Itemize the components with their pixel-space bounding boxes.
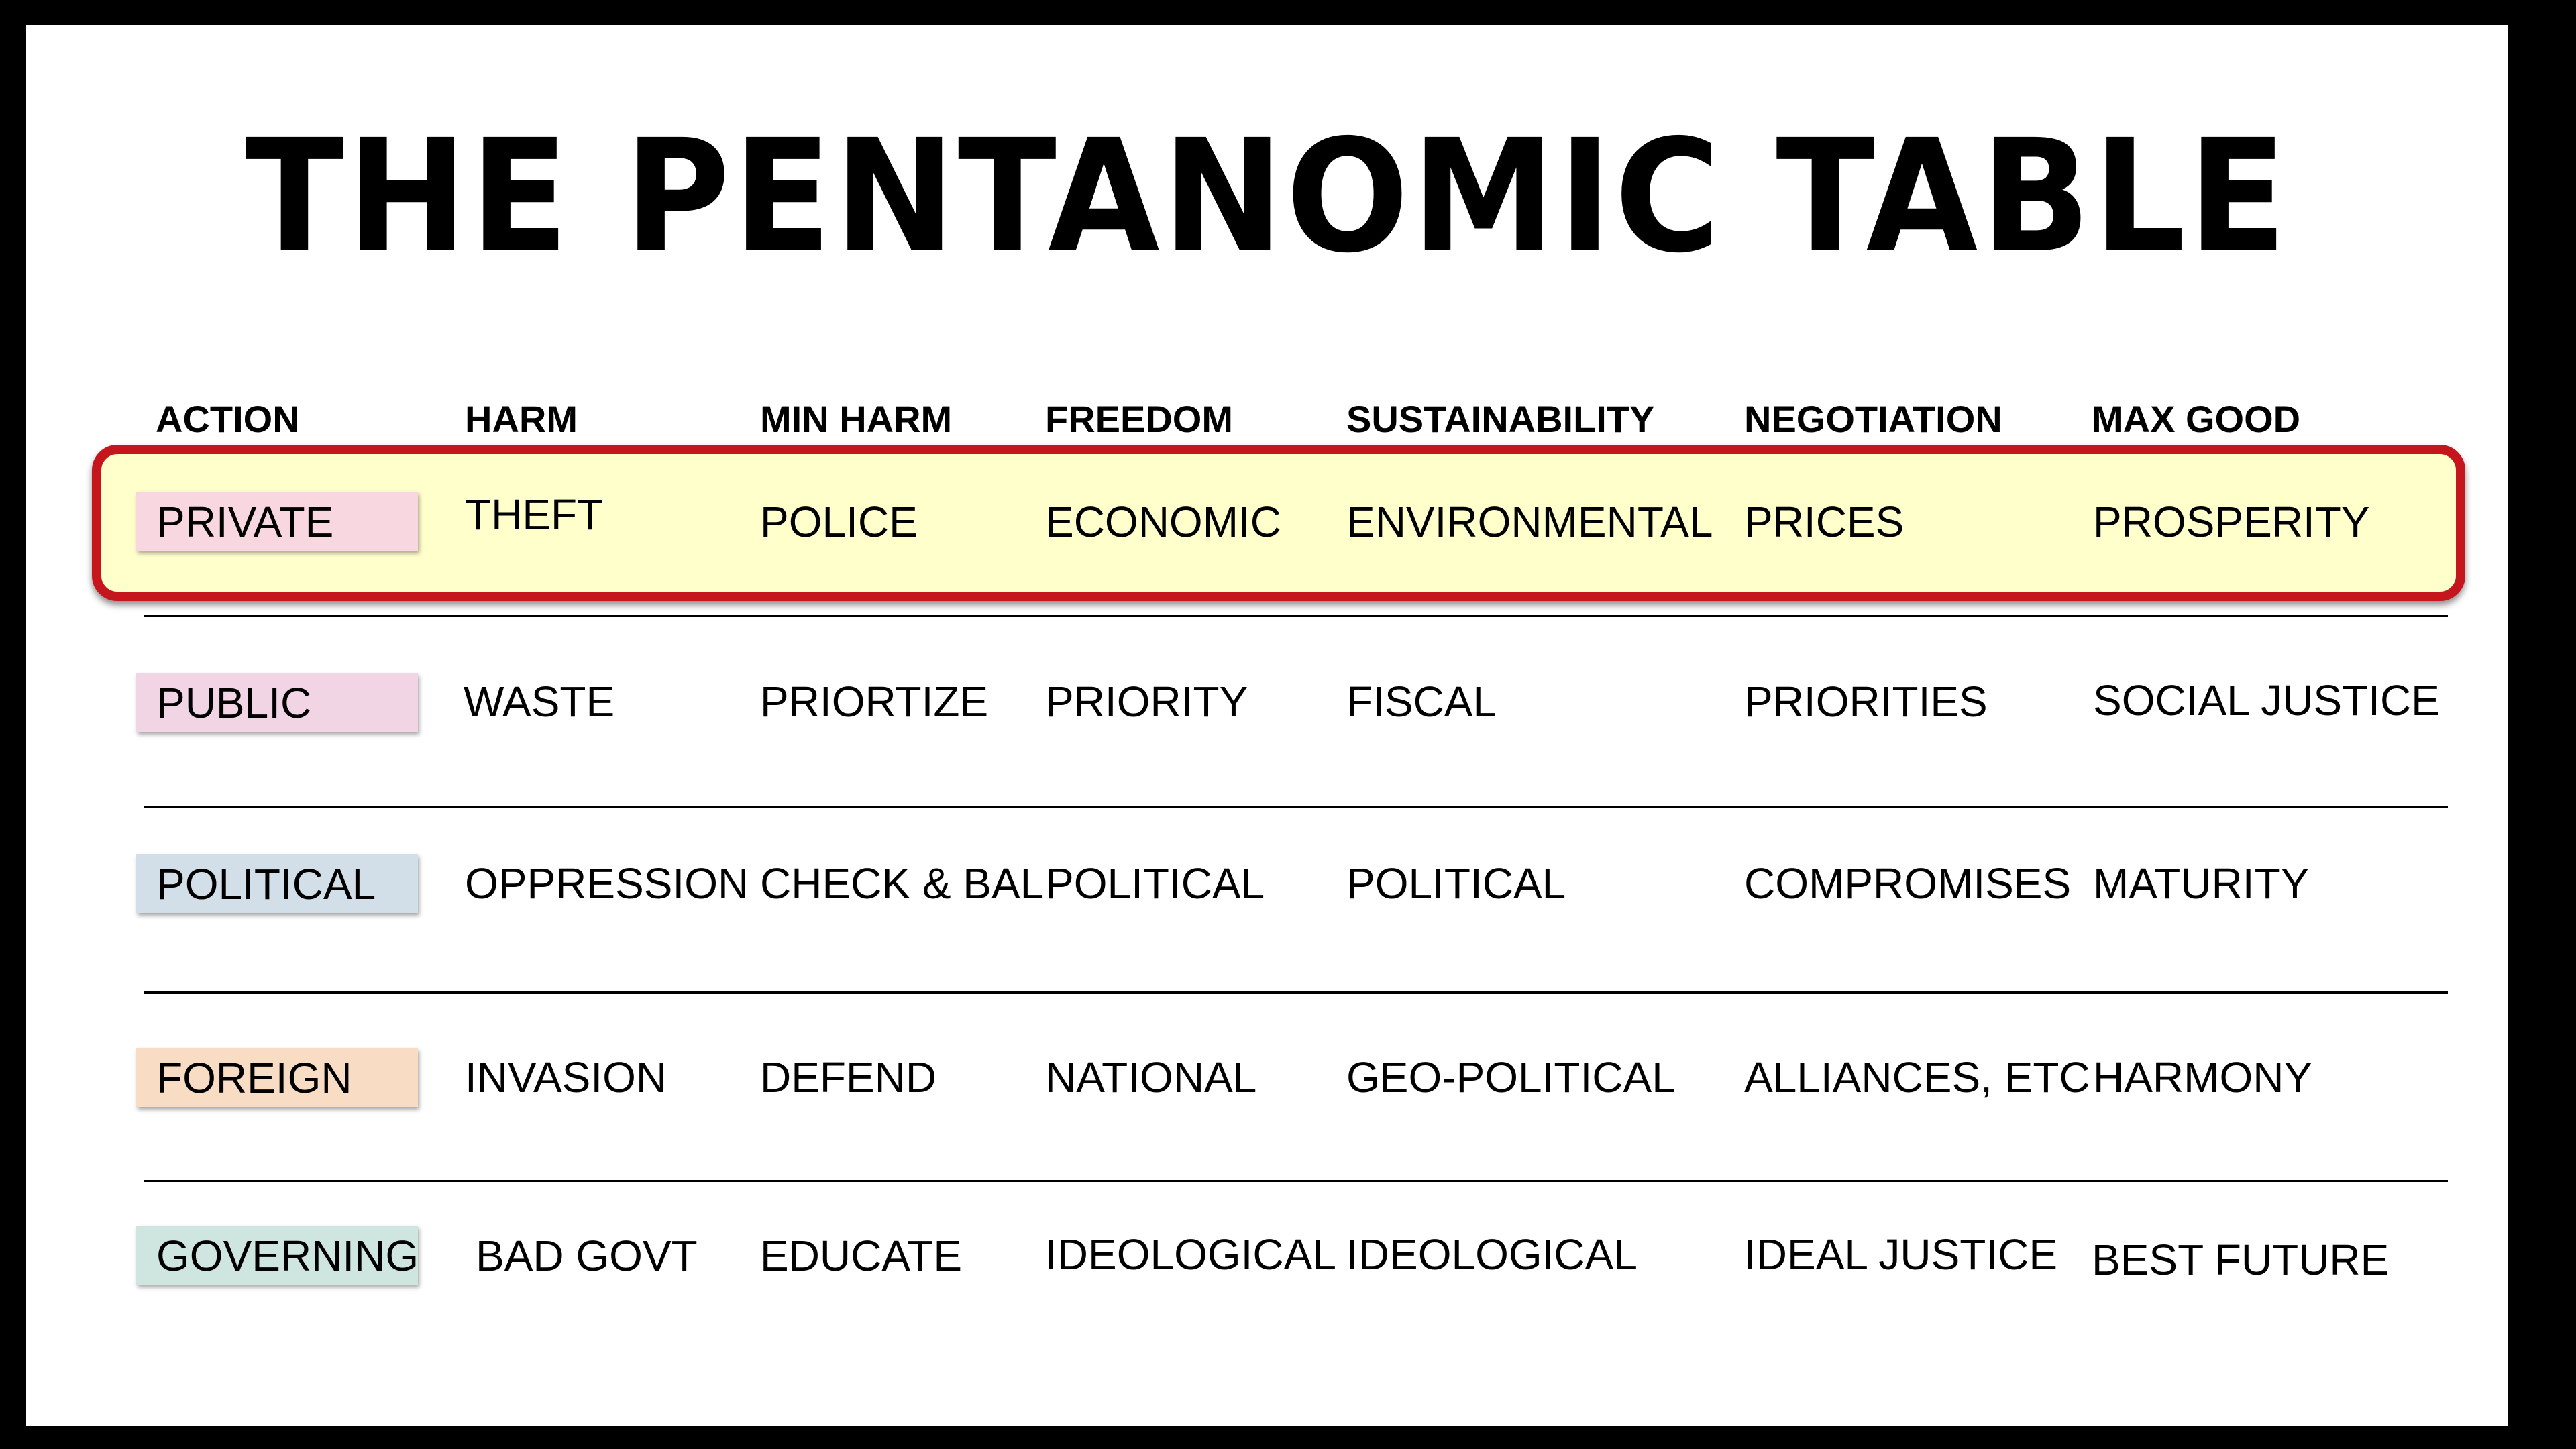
action-label-governing: GOVERNING [136,1226,419,1285]
header-action: ACTION [156,398,300,440]
cell-sustainability: POLITICAL [1346,859,1566,908]
cell-min-harm: EDUCATE [760,1232,963,1280]
cell-sustainability: IDEOLOGICAL [1346,1230,1638,1279]
page-title: THE PENTANOMIC TABLE [245,106,2290,287]
row-divider [144,1180,2448,1182]
action-label-text: POLITICAL [156,860,376,908]
slide-canvas: THE PENTANOMIC TABLE ACTION HARM MIN HAR… [26,25,2508,1426]
cell-harm: THEFT [465,490,604,539]
cell-max-good: MATURITY [2093,859,2310,908]
action-label-public: PUBLIC [136,673,418,732]
cell-max-good: HARMONY [2093,1053,2313,1102]
cell-max-good: PROSPERITY [2093,498,2370,546]
cell-max-good: SOCIAL JUSTICE [2093,676,2440,724]
row-divider [144,806,2448,808]
cell-freedom: POLITICAL [1045,859,1265,908]
action-label-text: PUBLIC [156,679,312,727]
action-label-text: FOREIGN [156,1054,352,1102]
header-harm: HARM [465,398,578,440]
cell-min-harm: DEFEND [760,1053,937,1102]
action-label-foreign: FOREIGN [136,1048,418,1107]
cell-harm: WASTE [464,678,615,726]
cell-negotiation: PRIORITIES [1744,678,1988,726]
cell-freedom: NATIONAL [1045,1053,1257,1102]
header-freedom: FREEDOM [1045,398,1233,440]
cell-harm: OPPRESSION [465,859,749,908]
row-divider [144,991,2448,994]
cell-min-harm: CHECK & BAL [760,859,1044,908]
action-label-political: POLITICAL [136,854,418,913]
row-divider [144,615,2448,617]
header-negotiation: NEGOTIATION [1744,398,2002,440]
cell-sustainability: GEO-POLITICAL [1346,1053,1676,1102]
header-min-harm: MIN HARM [760,398,953,440]
cell-freedom: PRIORITY [1045,678,1248,726]
cell-negotiation: IDEAL JUSTICE [1744,1230,2058,1279]
row-highlight-frame [92,445,2465,601]
header-sustainability: SUSTAINABILITY [1346,398,1655,440]
cell-min-harm: PRIORTIZE [760,678,989,726]
cell-negotiation: PRICES [1744,498,1904,546]
action-label-private: PRIVATE [136,492,418,551]
action-label-text: PRIVATE [156,498,334,546]
cell-freedom: IDEOLOGICAL [1045,1230,1336,1279]
cell-negotiation: ALLIANCES, ETC [1744,1053,2090,1102]
cell-negotiation: COMPROMISES [1744,859,2072,908]
cell-freedom: ECONOMIC [1045,498,1281,546]
header-max-good: MAX GOOD [2092,398,2301,440]
cell-sustainability: FISCAL [1346,678,1497,726]
action-label-text: GOVERNING [156,1232,419,1280]
cell-harm: BAD GOVT [476,1232,698,1280]
cell-min-harm: POLICE [760,498,918,546]
cell-harm: INVASION [465,1053,667,1102]
cell-sustainability: ENVIRONMENTAL [1346,498,1713,546]
cell-max-good: BEST FUTURE [2092,1236,2390,1284]
